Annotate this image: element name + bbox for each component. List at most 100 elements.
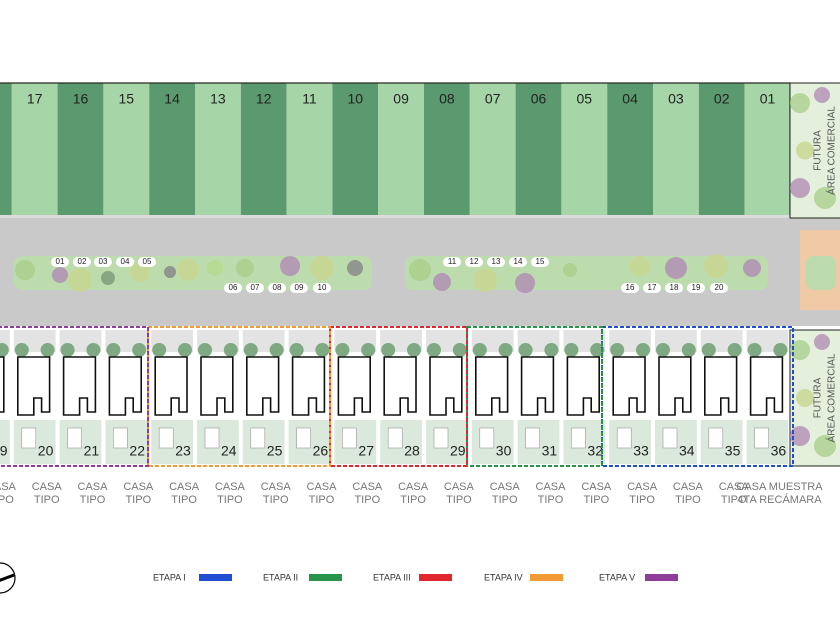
lot	[332, 83, 379, 218]
tree	[796, 389, 814, 407]
parking-pill	[509, 257, 527, 267]
parking-number: 04	[121, 257, 130, 266]
house-type: CASA	[673, 481, 704, 493]
house	[0, 356, 5, 413]
bush	[198, 343, 212, 357]
house	[520, 356, 555, 416]
garage	[387, 427, 403, 449]
compass	[0, 562, 16, 594]
house-type: CASA	[307, 481, 338, 493]
parking-number: 13	[492, 257, 501, 266]
house	[383, 356, 417, 416]
parking-pill	[116, 257, 134, 267]
garage	[479, 427, 495, 449]
parking-labels: 01 02 03 04 05 06 07 08 09 10 11 12 13 14 15 16 17 18 19 20	[51, 257, 728, 293]
house-type: TIPO	[400, 494, 426, 506]
house-number: 34	[679, 443, 695, 459]
house-type: 4TA RECÁMARA	[737, 493, 822, 506]
garage	[754, 427, 769, 449]
house	[475, 356, 509, 416]
house	[17, 356, 51, 416]
house	[658, 356, 692, 416]
parking-number: 16	[626, 283, 635, 292]
commercial-label: ÁREA COMERCIAL	[825, 353, 838, 442]
bush	[656, 343, 670, 357]
legend-label: ETAPA IV	[484, 572, 523, 582]
garage	[204, 427, 220, 449]
parking-pill	[224, 283, 242, 293]
parking-pill	[313, 283, 331, 293]
lot	[424, 83, 470, 218]
house-type: CASA	[444, 481, 475, 493]
house-type: CASA	[261, 481, 292, 493]
house-type: CASA	[581, 481, 612, 493]
bush	[773, 343, 788, 357]
tree	[704, 254, 728, 278]
lot-number: 10	[348, 91, 364, 107]
tree	[665, 257, 687, 279]
parking-number: 14	[514, 257, 523, 266]
tree	[814, 187, 836, 209]
tree	[280, 256, 300, 276]
house-type: TIPO	[263, 494, 289, 506]
tree	[790, 93, 810, 113]
bush	[106, 343, 121, 357]
lot	[561, 83, 608, 218]
legend-swatch	[309, 574, 342, 581]
bush	[590, 343, 605, 357]
house-type: CASA	[78, 481, 109, 493]
house	[154, 356, 188, 416]
house-number: 28	[404, 443, 420, 459]
lot-number: 02	[714, 91, 730, 107]
lot-number: 06	[531, 91, 547, 107]
bush	[407, 343, 421, 357]
house	[108, 356, 142, 416]
lot	[515, 83, 562, 218]
legend-label: ETAPA V	[599, 572, 635, 582]
house-number: 22	[129, 443, 145, 459]
house-type: CASA	[215, 481, 246, 493]
house-number: 31	[542, 443, 558, 459]
trees	[15, 254, 761, 293]
legend-swatch	[419, 574, 452, 581]
house-type: CASA	[536, 481, 567, 493]
bush	[315, 343, 330, 357]
parking-pill	[643, 283, 661, 293]
house	[749, 356, 784, 416]
house-type: TIPO	[125, 494, 151, 506]
garage	[296, 427, 311, 449]
parking-number: 12	[470, 257, 479, 266]
parking-number: 15	[536, 257, 545, 266]
bush	[681, 343, 696, 357]
garage	[662, 427, 678, 449]
tree	[236, 259, 254, 277]
house-type: CASA	[352, 481, 383, 493]
bush	[289, 343, 304, 357]
house-number: 23	[175, 443, 191, 459]
bush	[701, 343, 716, 357]
garage	[525, 427, 540, 449]
lot-number: 17	[27, 91, 43, 107]
parking-number: 18	[670, 283, 679, 292]
commercial-label: FUTURA	[813, 377, 824, 418]
bush	[335, 343, 350, 357]
lot	[378, 83, 424, 218]
house-number: 20	[38, 443, 54, 459]
house-number: 32	[587, 443, 603, 459]
house	[704, 356, 738, 416]
tree	[814, 87, 830, 103]
lot-number: 16	[73, 91, 89, 107]
stage-boxes	[0, 326, 794, 467]
garden	[0, 420, 10, 464]
lot	[607, 83, 653, 218]
parking-pill	[465, 257, 483, 267]
house-type: TIPO	[492, 494, 518, 506]
bush	[243, 343, 258, 357]
house-number: 19	[0, 443, 8, 459]
tree	[177, 259, 199, 281]
house-type: TIPO	[80, 494, 106, 506]
bush	[0, 343, 9, 357]
house-type: CASA	[169, 481, 200, 493]
tree	[563, 263, 577, 277]
